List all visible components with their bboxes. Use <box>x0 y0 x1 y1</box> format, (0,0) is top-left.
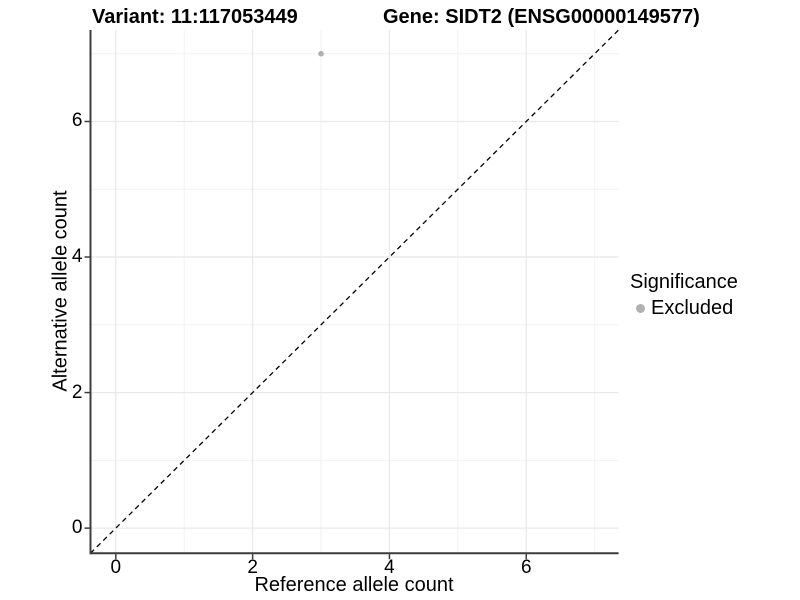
legend-point-icon <box>636 303 645 313</box>
y-tick-label: 0 <box>71 517 83 539</box>
y-tick-label: 2 <box>71 381 83 403</box>
x-tick-label: 6 <box>520 557 532 578</box>
gene-title: Gene: SIDT2 (ENSG00000149577) <box>383 6 700 28</box>
legend-title: Significance <box>630 271 738 293</box>
y-axis-label: Alternative allele count <box>49 190 72 392</box>
legend-item-label: Excluded <box>651 297 734 319</box>
variant-title: Variant: 11:117053449 <box>92 6 298 28</box>
y-tick-label: 6 <box>71 110 83 132</box>
x-tick-label: 4 <box>384 557 395 578</box>
identity-reference-line <box>90 29 620 554</box>
y-tick-label: 4 <box>71 246 83 268</box>
data-point <box>318 50 324 57</box>
x-tick-label: 0 <box>110 557 122 578</box>
legend-item-excluded: Excluded <box>630 296 738 320</box>
legend: Significance Excluded <box>630 270 738 320</box>
x-axis-label: Reference allele count <box>254 574 454 596</box>
x-tick-label: 2 <box>247 557 258 578</box>
